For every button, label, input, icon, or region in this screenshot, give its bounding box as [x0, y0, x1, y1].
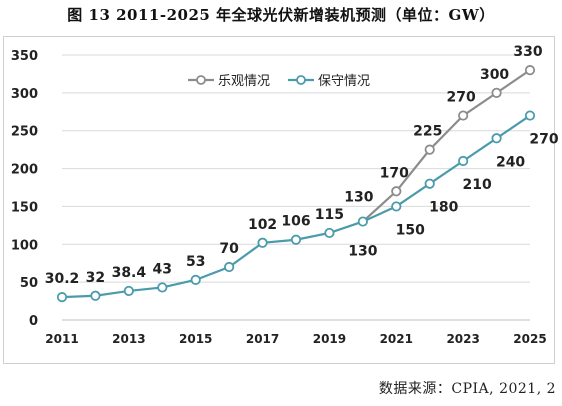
data-point	[458, 110, 469, 121]
y-tick-label: 350	[11, 49, 38, 64]
y-tick-label: 50	[20, 276, 38, 291]
data-point	[157, 282, 168, 293]
data-point	[190, 274, 201, 285]
data-label: 225	[413, 124, 442, 140]
data-label: 270	[447, 90, 476, 106]
y-tick-label: 100	[11, 238, 38, 253]
data-point	[56, 292, 68, 303]
data-point	[424, 144, 435, 155]
y-tick-label: 200	[11, 163, 38, 178]
legend-marker	[196, 75, 206, 85]
x-tick-label: 2021	[380, 332, 413, 346]
data-label: 150	[396, 222, 425, 238]
x-axis: 2011 2013 2015 2017 2019 2021 2023 2025	[45, 319, 547, 346]
x-tick-label: 2019	[313, 332, 346, 346]
data-label: 210	[463, 177, 492, 193]
data-label: 330	[513, 44, 542, 60]
legend: 乐观情况 保守情况	[188, 74, 370, 89]
data-label: 115	[315, 207, 344, 223]
data-label: 180	[429, 200, 458, 216]
data-point	[324, 227, 335, 239]
x-tick-label: 2015	[179, 332, 212, 346]
data-label: 130	[344, 190, 373, 206]
data-point	[524, 65, 536, 76]
data-label: 53	[186, 254, 205, 270]
legend-marker	[296, 75, 306, 85]
data-point	[491, 87, 502, 98]
data-point	[357, 216, 368, 227]
data-label: 240	[496, 154, 525, 170]
series-points	[56, 65, 536, 303]
y-tick-label: 0	[29, 314, 38, 329]
data-point	[123, 285, 134, 297]
legend-label: 保守情况	[318, 74, 370, 89]
x-tick-label: 2013	[112, 332, 145, 346]
data-label: 32	[86, 270, 105, 286]
y-axis: 0 50 100 150 200 250 300 350	[11, 49, 38, 329]
data-label: 170	[380, 165, 409, 181]
x-tick-label: 2011	[45, 332, 78, 346]
data-point	[224, 261, 235, 273]
data-point	[90, 290, 101, 301]
series-line-optimistic	[362, 69, 531, 223]
x-tick-label: 2025	[513, 332, 546, 346]
data-point	[391, 201, 402, 212]
data-label: 38.4	[112, 265, 147, 281]
data-label: 70	[219, 241, 239, 257]
source-note: 数据来源：CPIA, 2021, 2	[378, 381, 556, 397]
x-tick-label: 2017	[246, 332, 279, 346]
data-label: 102	[248, 217, 277, 233]
x-tick-label: 2023	[446, 332, 479, 346]
data-point	[491, 133, 502, 144]
data-label: 106	[281, 214, 310, 230]
data-label: 300	[480, 67, 509, 83]
data-point	[290, 234, 302, 245]
chart-frame	[3, 36, 555, 364]
y-tick-label: 250	[11, 125, 38, 140]
data-label: 130	[348, 244, 377, 260]
data-point	[257, 237, 268, 248]
data-label: 270	[529, 132, 558, 148]
data-point	[524, 110, 536, 121]
data-point	[424, 178, 435, 189]
legend-label: 乐观情况	[218, 74, 270, 89]
data-label: 43	[153, 261, 172, 277]
chart-title: 图 13 2011-2025 年全球光伏新增装机预测（单位：GW）	[67, 6, 495, 24]
y-tick-label: 150	[11, 200, 38, 215]
y-tick-label: 300	[11, 87, 38, 102]
data-label: 30.2	[45, 271, 80, 287]
data-point	[458, 155, 469, 167]
data-point	[391, 186, 402, 197]
